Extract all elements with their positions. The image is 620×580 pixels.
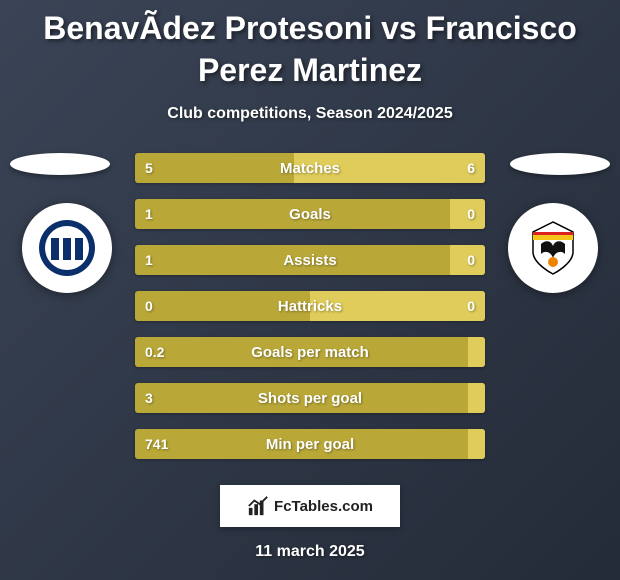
stat-label: Matches (135, 160, 485, 177)
flag-left (10, 153, 110, 175)
stat-row: 1Goals0 (135, 199, 485, 229)
stats-rows: 5Matches61Goals01Assists00Hattricks00.2G… (135, 153, 485, 459)
comparison-panel: 5Matches61Goals01Assists00Hattricks00.2G… (0, 153, 620, 459)
flag-right (510, 153, 610, 175)
alaves-crest-icon (37, 218, 97, 278)
stat-row: 1Assists0 (135, 245, 485, 275)
valencia-crest-icon (523, 218, 583, 278)
stat-value-right: 6 (467, 160, 475, 176)
subtitle: Club competitions, Season 2024/2025 (0, 105, 620, 123)
stat-value-right: 0 (467, 298, 475, 314)
stat-row: 0.2Goals per match (135, 337, 485, 367)
stat-value-right: 0 (467, 252, 475, 268)
stat-value-right: 0 (467, 206, 475, 222)
club-crest-right (508, 203, 598, 293)
stat-label: Goals per match (135, 344, 485, 361)
branding-text: FcTables.com (274, 498, 373, 515)
stat-label: Shots per goal (135, 390, 485, 407)
stat-label: Hattricks (135, 298, 485, 315)
date-text: 11 march 2025 (0, 543, 620, 561)
stat-label: Min per goal (135, 436, 485, 453)
chart-icon (247, 495, 269, 517)
club-crest-left (22, 203, 112, 293)
stat-label: Goals (135, 206, 485, 223)
stat-row: 5Matches6 (135, 153, 485, 183)
page-title: BenavÃ­dez Protesoni vs Francisco Perez … (0, 0, 620, 91)
stat-row: 0Hattricks0 (135, 291, 485, 321)
branding-badge: FcTables.com (220, 485, 400, 527)
stat-label: Assists (135, 252, 485, 269)
stat-row: 3Shots per goal (135, 383, 485, 413)
stat-row: 741Min per goal (135, 429, 485, 459)
